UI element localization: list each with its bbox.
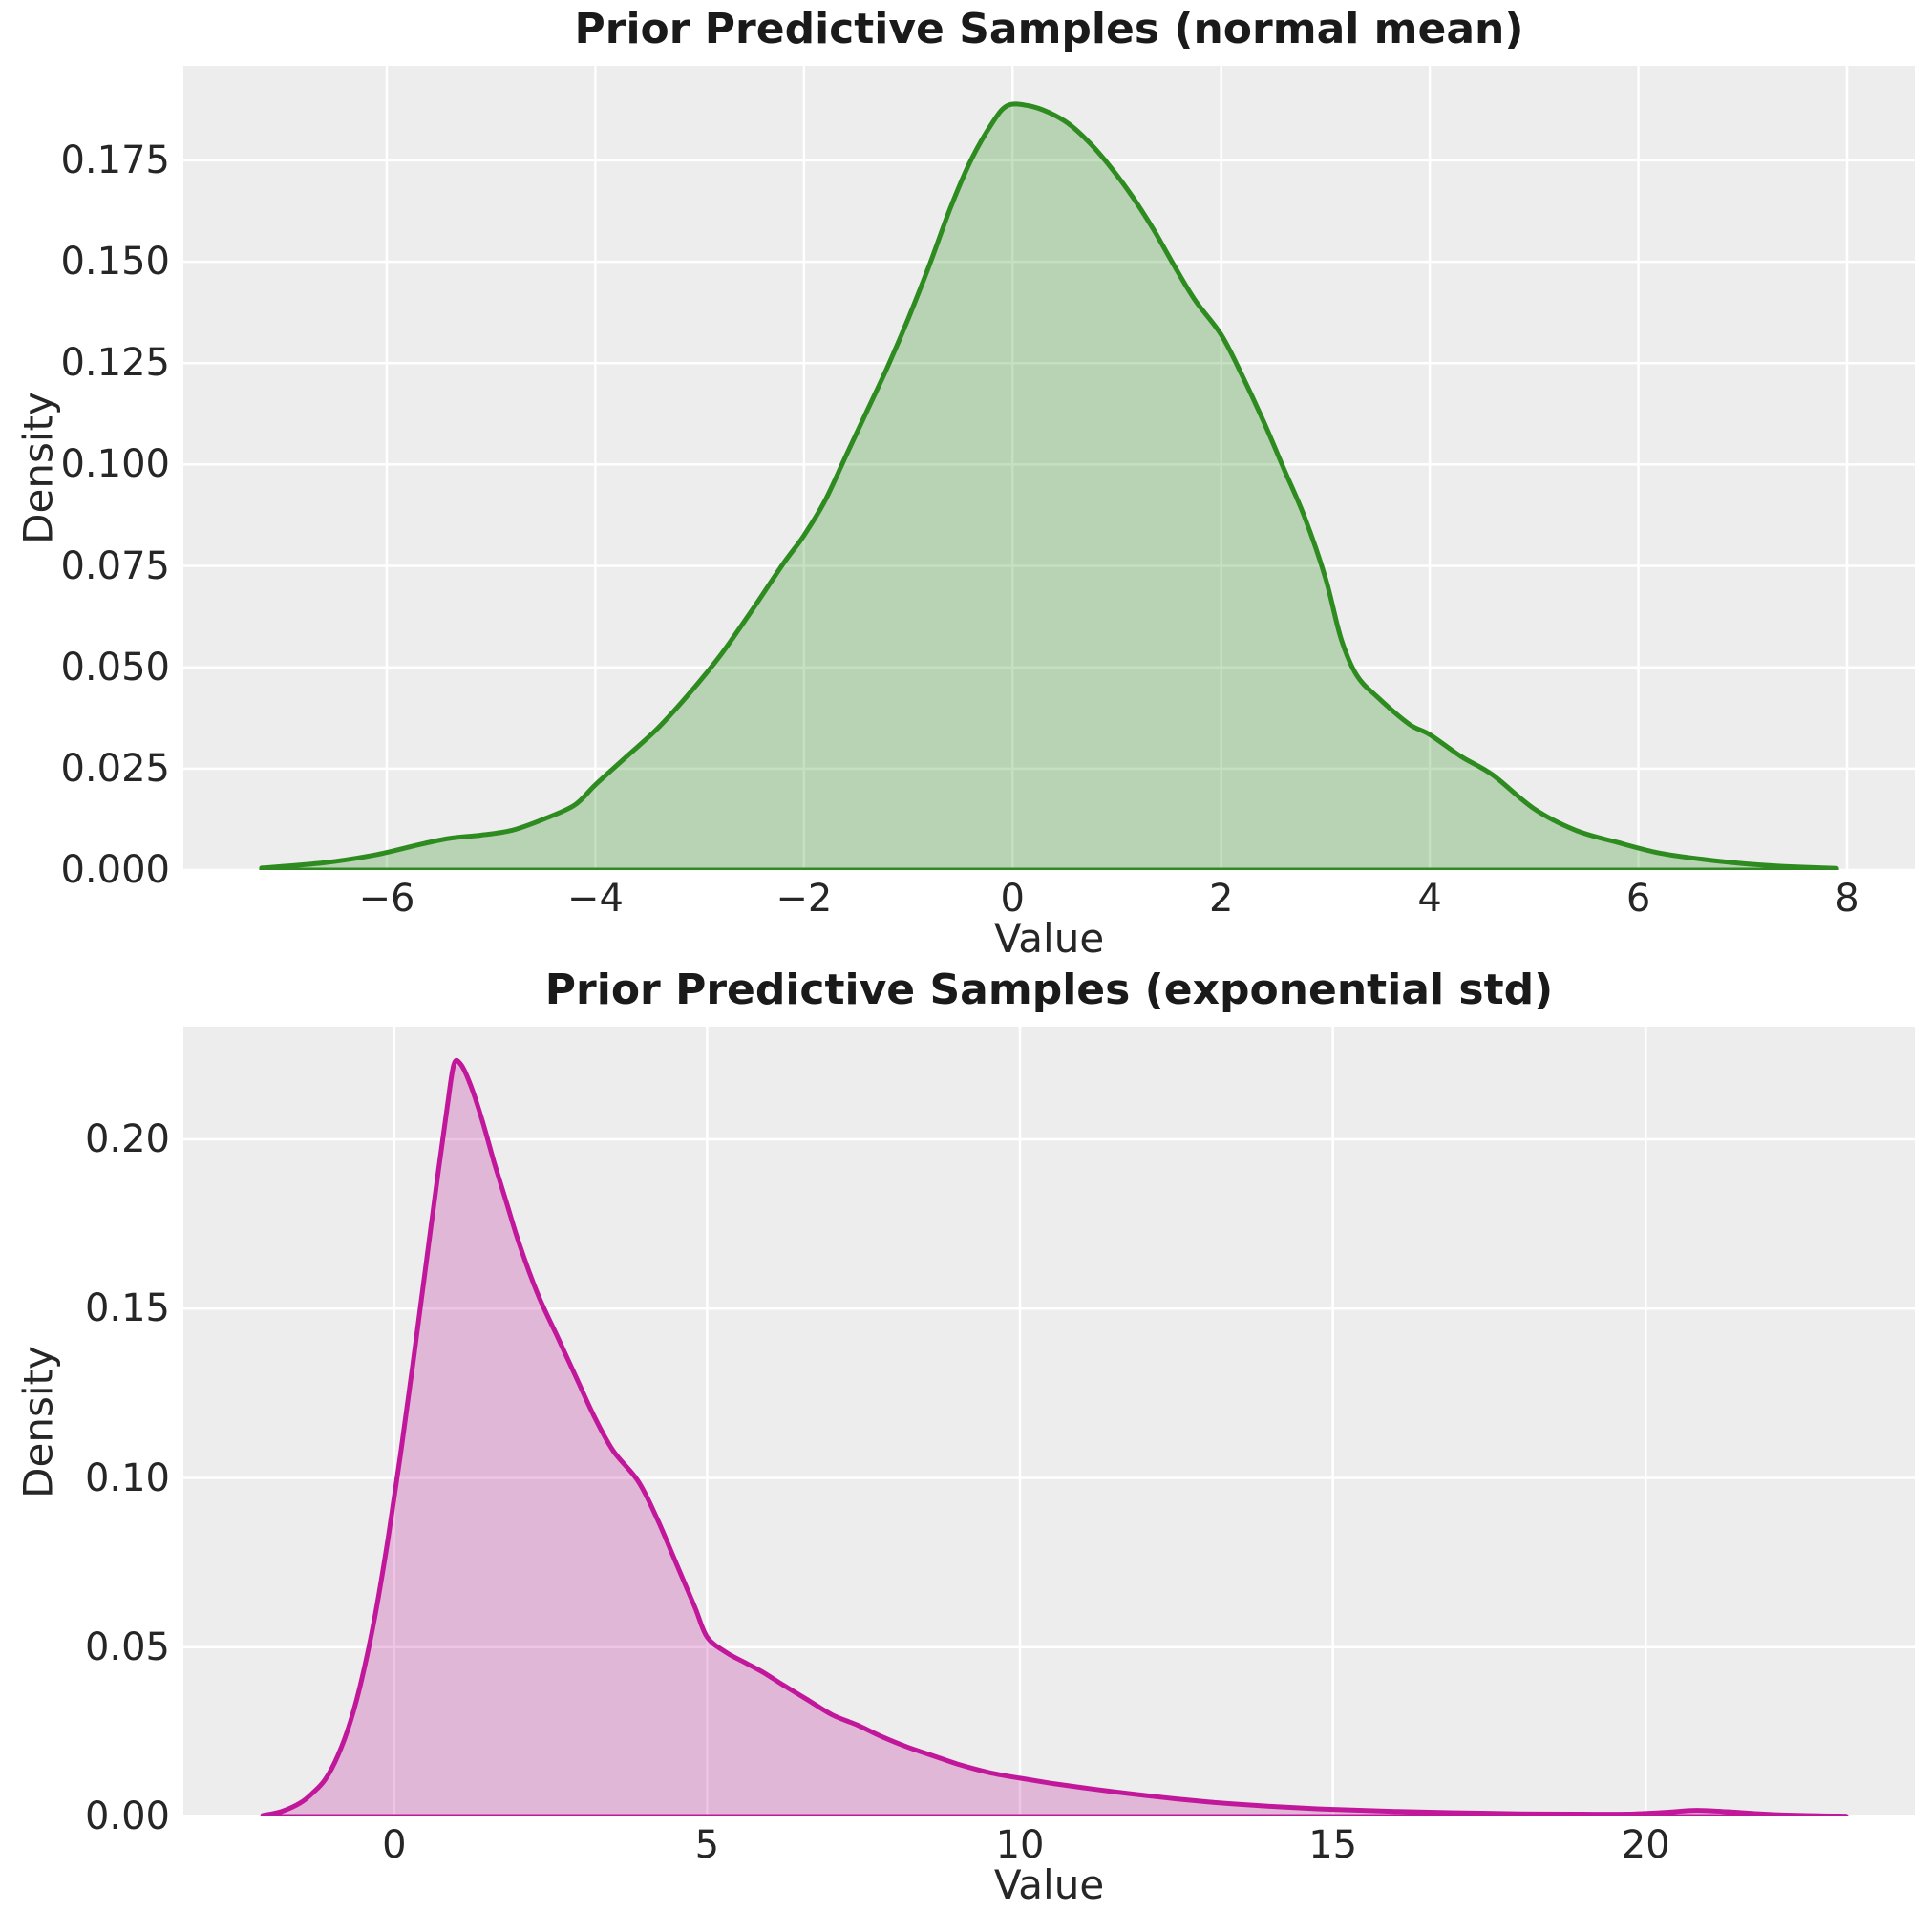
chart-title: Prior Predictive Samples (normal mean) [574, 5, 1524, 53]
chart-title: Prior Predictive Samples (exponential st… [544, 966, 1554, 1014]
kde-curve [260, 1057, 1849, 1816]
x-tick-label: 5 [694, 1823, 720, 1867]
gridlines [183, 1027, 1915, 1816]
y-tick-label: 0.050 [60, 645, 170, 690]
x-tick-label: −4 [566, 877, 624, 921]
gridlines [183, 66, 1915, 870]
y-tick-label: 0.15 [84, 1286, 170, 1331]
y-tick-label: 0.000 [60, 848, 170, 892]
y-tick-label: 0.025 [60, 746, 170, 791]
x-tick-label: 0 [382, 1823, 407, 1867]
x-tick-label: −2 [775, 877, 833, 921]
kde-area-fill [261, 103, 1837, 870]
plot-area [183, 1027, 1915, 1816]
x-tick-label: 20 [1621, 1823, 1670, 1867]
y-tick-label: 0.125 [60, 341, 170, 386]
y-axis-label: Density [14, 392, 62, 544]
panel-background [183, 66, 1915, 870]
x-tick-label: 4 [1417, 877, 1442, 921]
x-tick-label: 2 [1208, 877, 1234, 921]
x-tick-label: 10 [995, 1823, 1045, 1867]
x-tick-label: 6 [1625, 877, 1651, 921]
x-tick-label: 8 [1835, 877, 1859, 921]
panel-background [183, 1027, 1915, 1816]
x-axis-label: Value [993, 1861, 1105, 1908]
y-tick-label: 0.150 [60, 240, 170, 285]
y-tick-label: 0.00 [84, 1794, 170, 1838]
y-tick-label: 0.05 [84, 1624, 170, 1669]
y-tick-label: 0.100 [60, 442, 170, 487]
x-tick-label: −6 [358, 877, 415, 921]
x-tick-label: 15 [1308, 1823, 1358, 1867]
y-tick-label: 0.175 [60, 138, 170, 182]
y-tick-label: 0.075 [60, 543, 170, 588]
x-axis-label: Value [993, 915, 1105, 962]
y-tick-label: 0.20 [84, 1117, 170, 1162]
kde-area-fill [263, 1060, 1846, 1816]
y-tick-label: 0.10 [84, 1455, 170, 1500]
y-axis-label: Density [14, 1345, 62, 1498]
x-tick-label: 0 [1000, 877, 1025, 921]
plot-area [183, 66, 1915, 870]
kde-curve [259, 101, 1839, 870]
